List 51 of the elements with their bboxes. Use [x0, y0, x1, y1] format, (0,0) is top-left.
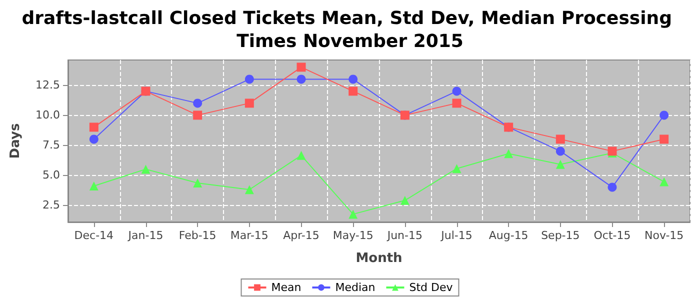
point	[244, 98, 254, 108]
point	[660, 110, 669, 120]
point	[608, 182, 617, 192]
y-tick-label: 12.5	[36, 78, 60, 92]
x-tick-label: Apr-15	[283, 229, 320, 242]
point	[244, 74, 254, 84]
point	[452, 86, 462, 96]
point	[193, 178, 202, 188]
y-tick-label: 5.0	[42, 168, 60, 182]
y-tick-label: 7.5	[42, 138, 60, 152]
chart-title: drafts-lastcall Closed Tickets Mean, Std Dev, Median Processing Times November 2015	[22, 8, 678, 52]
point	[193, 98, 202, 108]
point	[504, 149, 514, 158]
point	[452, 98, 462, 108]
point	[400, 196, 410, 205]
y-axis-title: Days	[8, 123, 23, 159]
x-tick-label: Feb-15	[178, 229, 216, 242]
x-axis-title: Month	[356, 251, 402, 266]
legend-label: Std Dev	[409, 281, 454, 294]
y-tick-label: 10.0	[36, 108, 60, 122]
x-tick-label: May-15	[332, 229, 374, 242]
point	[89, 134, 98, 144]
point	[296, 150, 306, 160]
point	[296, 62, 306, 72]
point	[296, 74, 306, 84]
point	[89, 182, 98, 190]
x-tick-label: Aug-15	[488, 229, 528, 242]
point	[244, 185, 254, 194]
point	[89, 122, 98, 132]
x-tick-label: Jul-15	[440, 229, 472, 242]
point	[556, 146, 565, 156]
x-tick-label: Jun-15	[386, 229, 422, 242]
point	[141, 164, 150, 174]
point	[348, 74, 358, 84]
point	[348, 210, 358, 219]
x-tick-label: Nov-15	[644, 229, 684, 242]
y-tick-label: 2.5	[42, 198, 60, 212]
x-tick-label: Dec-14	[74, 229, 114, 242]
point	[452, 164, 462, 174]
legend-label: Median	[335, 281, 376, 294]
x-tick-label: Oct-15	[594, 229, 631, 242]
point	[660, 134, 669, 144]
point	[660, 177, 669, 186]
x-tick-label: Mar-15	[230, 229, 268, 242]
x-tick-label: Sep-15	[541, 229, 580, 242]
point	[348, 86, 358, 96]
point	[556, 160, 565, 169]
point	[193, 110, 202, 120]
point	[556, 134, 565, 144]
legend-label: Mean	[271, 281, 302, 294]
x-tick-label: Jan-15	[127, 229, 164, 242]
